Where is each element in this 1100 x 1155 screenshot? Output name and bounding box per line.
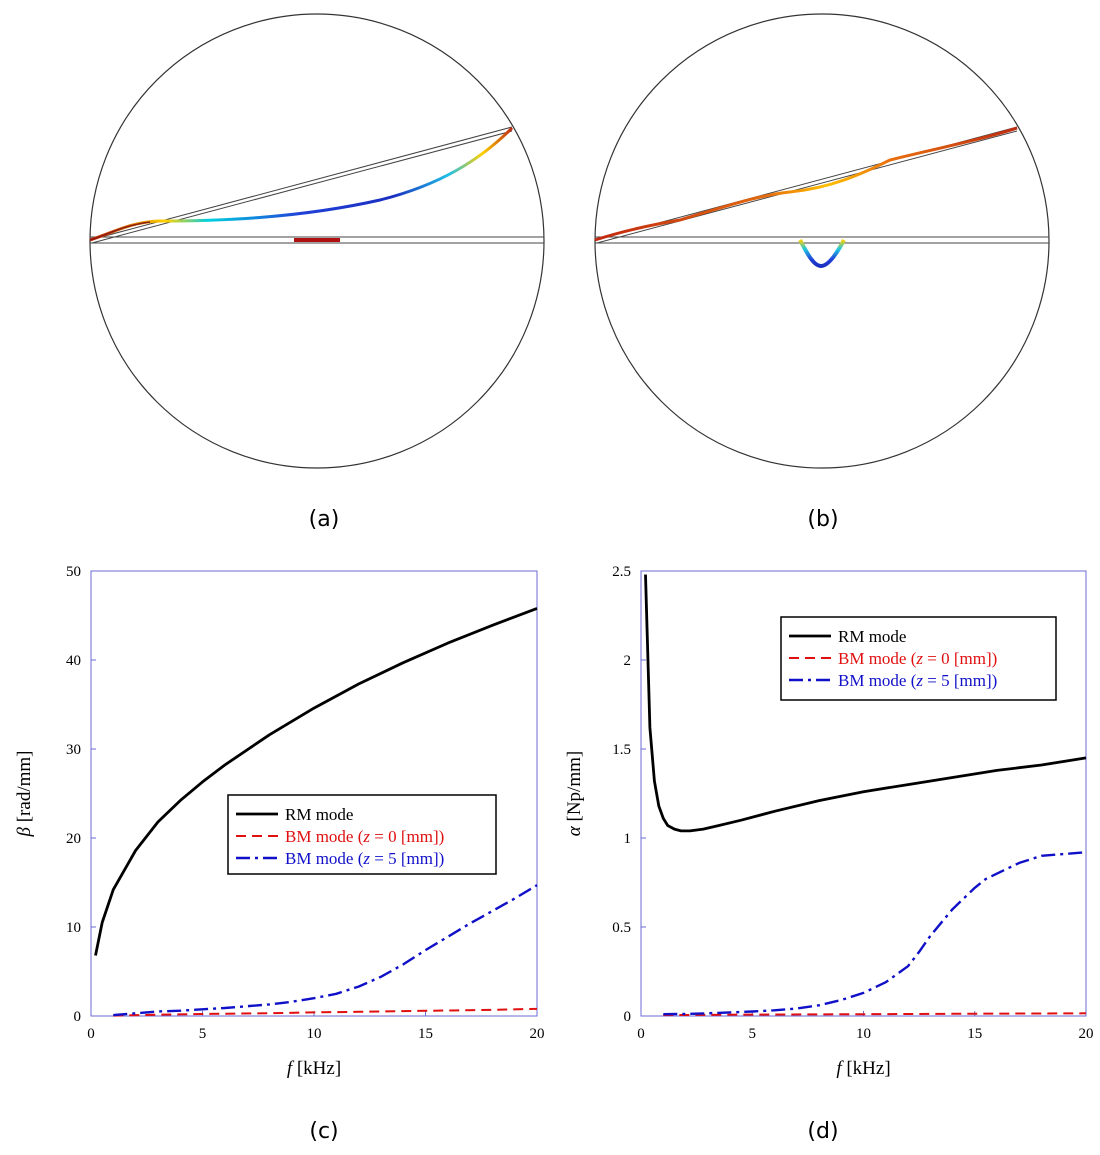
panel-label-c: (c): [309, 1119, 338, 1144]
x-tick-label: 15: [418, 1026, 433, 1042]
series-line-2: [113, 884, 538, 1017]
panel-b-diagram: [594, 13, 1050, 469]
legend-label-1: BM mode (z = 0 [mm]): [838, 649, 997, 668]
panel-b-ray-lower: [596, 130, 1018, 244]
x-tick-label: 0: [87, 1026, 95, 1042]
legend-label-0: RM mode: [838, 627, 906, 646]
plot-frame: [90, 570, 538, 1017]
y-tick-label: 20: [66, 831, 81, 847]
y-tick-label: 40: [66, 653, 81, 669]
chart-c: 0 5 10 15 20 0 10 20 30 40 50 f [kHz] β [rad/mm] RM m…: [14, 564, 545, 1079]
panel-a-plate-mode-bar: [294, 238, 340, 242]
panel-b-circle: [594, 13, 1050, 469]
x-tick-label: 0: [637, 1026, 645, 1042]
x-tick-label: 10: [307, 1026, 322, 1042]
x-tick-label: 5: [199, 1026, 207, 1042]
legend: RM mode BM mode (z = 0 [mm]) BM mode (z = …: [227, 794, 497, 875]
y-tick-label: 0.5: [612, 920, 631, 936]
y-axis-label: β [rad/mm]: [14, 751, 35, 838]
series-line-0: [644, 574, 1087, 833]
y-tick-label: 1.5: [612, 742, 631, 758]
y-tick-label: 50: [66, 564, 81, 580]
legend-label-2: BM mode (z = 5 [mm]): [285, 849, 444, 868]
y-tick-label: 30: [66, 742, 81, 758]
y-tick-label: 0: [624, 1009, 632, 1025]
x-tick-label: 10: [856, 1026, 871, 1042]
panel-label-b: (b): [807, 507, 838, 532]
x-axis-label: f [kHz]: [836, 1058, 890, 1079]
legend-label-0: RM mode: [285, 805, 353, 824]
chart-d: 0 5 10 15 20 0 0.5 1 1.5 2 2.5 f [kHz] α [Np/mm] RM m…: [564, 564, 1094, 1079]
panel-label-a: (a): [309, 507, 340, 532]
y-axis-label: α [Np/mm]: [564, 751, 585, 836]
legend: RM mode BM mode (z = 0 [mm]) BM mode (z = …: [780, 616, 1057, 701]
panel-a-ray-upper: [89, 126, 513, 241]
panel-b-plate-mode-dip: [798, 239, 846, 269]
legend-box: [227, 794, 497, 875]
series-line-1: [113, 1007, 538, 1017]
x-tick-label: 5: [749, 1026, 757, 1042]
y-tick-label: 0: [74, 1009, 82, 1025]
legend-label-2: BM mode (z = 5 [mm]): [838, 671, 997, 690]
y-tick-label: 1: [624, 831, 632, 847]
series-line-1: [663, 1012, 1087, 1017]
y-tick-label: 10: [66, 920, 81, 936]
y-tick-label: 2: [624, 653, 632, 669]
series-line-0: [94, 607, 538, 956]
panel-a-circle: [89, 13, 545, 469]
series-line-2: [663, 851, 1087, 1016]
x-axis-label: f [kHz]: [287, 1058, 341, 1079]
panel-a-ray-lower: [91, 130, 513, 244]
x-tick-label: 15: [967, 1026, 982, 1042]
panel-b-membrane-mode: [594, 126, 1018, 242]
x-tick-label: 20: [530, 1026, 545, 1042]
panel-label-d: (d): [807, 1119, 838, 1144]
y-tick-label: 2.5: [612, 564, 631, 580]
legend-label-1: BM mode (z = 0 [mm]): [285, 827, 444, 846]
x-tick-label: 20: [1079, 1026, 1094, 1042]
panel-a-diagram: [89, 13, 545, 469]
